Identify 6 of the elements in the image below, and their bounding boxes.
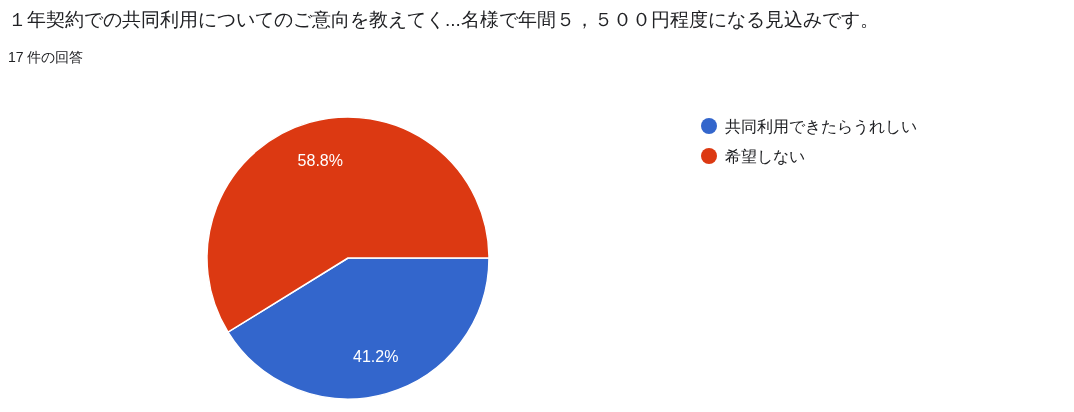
data-label: 58.8% [297, 152, 343, 170]
data-label: 41.2% [353, 347, 399, 365]
legend-label: 共同利用できたらうれしい [725, 118, 917, 136]
legend-label: 希望しない [725, 148, 805, 165]
text: 17 件の回答 [8, 49, 84, 65]
chart-title: １年契約での共同利用についてのご意向を教えてく...名様で年間５，５００円程度になる見込みです。 [8, 9, 879, 30]
